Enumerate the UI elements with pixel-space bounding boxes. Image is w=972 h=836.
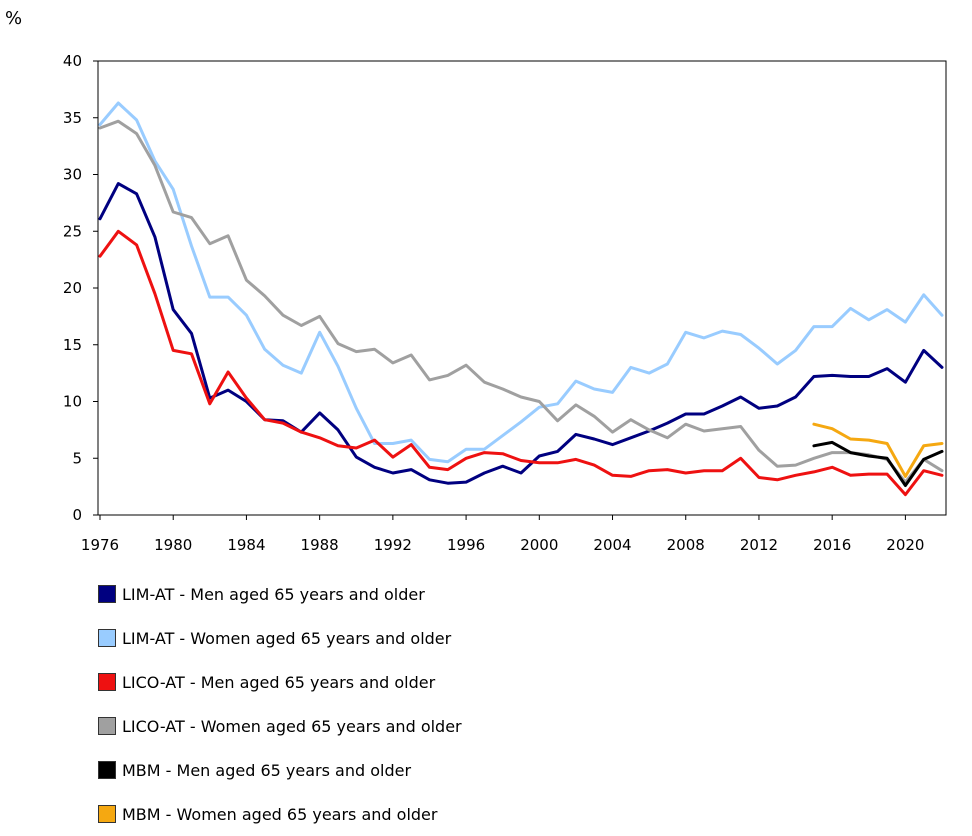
legend-item: MBM - Men aged 65 years and older — [98, 748, 462, 792]
y-tick-label: 20 — [63, 279, 82, 297]
legend-label: MBM - Men aged 65 years and older — [122, 760, 412, 780]
x-tick-label: 2020 — [886, 536, 924, 554]
x-tick-label: 2016 — [813, 536, 851, 554]
legend-swatch — [98, 805, 116, 823]
x-tick-label: 1984 — [227, 536, 265, 554]
y-tick-label: 30 — [63, 166, 82, 184]
legend-swatch — [98, 717, 116, 735]
x-tick-label: 2012 — [740, 536, 778, 554]
legend-label: LIM-AT - Women aged 65 years and older — [122, 628, 452, 648]
y-tick-label: 25 — [63, 222, 82, 240]
series-line-3 — [98, 119, 944, 484]
legend-label: LICO-AT - Women aged 65 years and older — [122, 716, 462, 736]
series-line-1 — [98, 101, 944, 464]
y-axis-ticks: 0 5 10 15 20 25 30 35 40 — [63, 52, 98, 524]
legend-label: MBM - Women aged 65 years and older — [122, 804, 438, 824]
series-lines — [98, 101, 944, 497]
y-tick-label: 35 — [63, 109, 82, 127]
legend-swatch — [98, 673, 116, 691]
x-tick-label: 1980 — [154, 536, 192, 554]
legend-swatch — [98, 585, 116, 603]
legend-swatch — [98, 629, 116, 647]
series-line-4 — [812, 440, 944, 487]
x-tick-label: 1976 — [81, 536, 119, 554]
legend-item: LIM-AT - Men aged 65 years and older — [98, 572, 462, 616]
y-tick-label: 10 — [63, 393, 82, 411]
y-tick-label: 0 — [72, 506, 82, 524]
y-tick-label: 5 — [72, 449, 82, 467]
legend-item: LIM-AT - Women aged 65 years and older — [98, 616, 462, 660]
legend-label: LICO-AT - Men aged 65 years and older — [122, 672, 436, 692]
series-line-5 — [812, 422, 944, 478]
x-tick-label: 2008 — [667, 536, 705, 554]
y-axis-unit-label: % — [5, 8, 22, 29]
plot-area-frame — [97, 60, 947, 516]
y-tick-label: 40 — [63, 52, 82, 70]
x-tick-label: 2000 — [520, 536, 558, 554]
x-tick-label: 2004 — [593, 536, 631, 554]
legend-label: LIM-AT - Men aged 65 years and older — [122, 584, 425, 604]
x-tick-label: 1992 — [374, 536, 412, 554]
series-line-2 — [98, 229, 944, 497]
y-tick-label: 15 — [63, 336, 82, 354]
legend-swatch — [98, 761, 116, 779]
x-axis-ticks: 1976 1980 1984 1988 1992 1996 2000 2004 2008 2012… — [81, 515, 924, 554]
x-tick-label: 1988 — [301, 536, 339, 554]
legend-item: LICO-AT - Men aged 65 years and older — [98, 660, 462, 704]
legend-item: MBM - Women aged 65 years and older — [98, 792, 462, 836]
legend: LIM-AT - Men aged 65 years and older LIM-… — [98, 572, 462, 836]
x-tick-label: 1996 — [447, 536, 485, 554]
series-line-0 — [98, 182, 944, 485]
legend-item: LICO-AT - Women aged 65 years and older — [98, 704, 462, 748]
